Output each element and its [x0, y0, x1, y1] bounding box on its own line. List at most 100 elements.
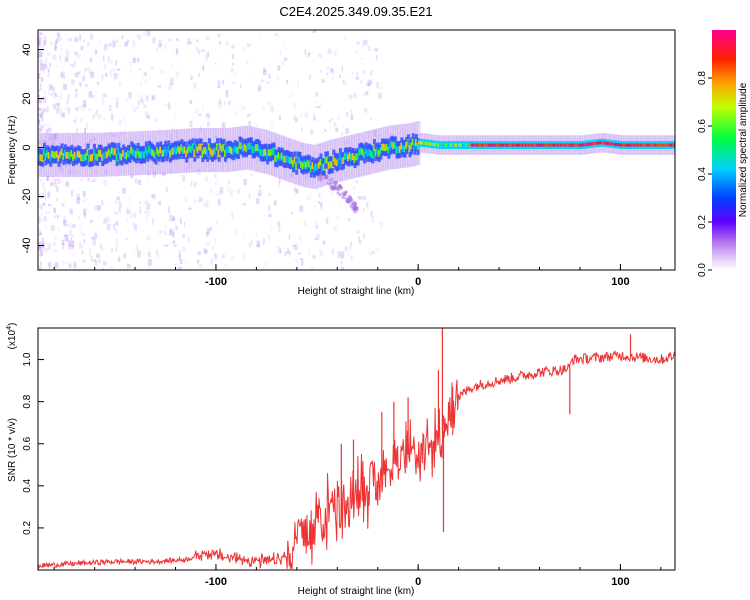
ridge-hot — [460, 143, 464, 147]
ridge-hot — [633, 143, 637, 147]
ridge-hot — [654, 143, 658, 147]
ridge-hot — [46, 150, 50, 158]
noise-speckle — [231, 212, 233, 219]
noise-speckle — [115, 237, 119, 245]
noise-speckle — [48, 89, 50, 95]
noise-speckle — [102, 116, 106, 120]
noise-speckle — [274, 33, 279, 37]
noise-speckle — [326, 67, 329, 70]
noise-speckle — [115, 220, 119, 226]
ridge-hot — [190, 146, 194, 153]
noise-speckle — [115, 97, 119, 104]
noise-speckle — [270, 224, 273, 232]
x-tick-label: 100 — [611, 576, 629, 588]
ridge-hot — [303, 160, 307, 168]
noise-speckle — [145, 79, 147, 83]
ridge-hot — [355, 153, 359, 161]
ridge-hot — [487, 143, 491, 147]
snr-axes: -100 0 100 0.2 0.4 0.6 0.8 1.0 — [22, 352, 662, 588]
noise-speckle — [256, 240, 260, 247]
noise-speckle — [92, 137, 96, 141]
noise-speckle — [168, 83, 172, 90]
ridge-hot — [361, 148, 365, 156]
noise-speckle — [208, 115, 210, 119]
ridge-hot — [491, 143, 494, 147]
noise-speckle — [113, 72, 118, 80]
ridge-hot — [657, 143, 661, 147]
ridge-hot — [245, 145, 249, 153]
noise-speckle — [132, 212, 137, 218]
noise-speckle — [205, 176, 208, 182]
ridge-hot — [618, 143, 622, 147]
noise-speckle — [53, 208, 56, 214]
noise-speckle — [158, 201, 162, 206]
tail-speckle — [331, 185, 335, 189]
noise-speckle — [206, 121, 211, 127]
ridge-hot — [316, 163, 320, 171]
ridge-hot — [558, 143, 562, 147]
noise-speckle — [268, 213, 272, 218]
noise-speckle — [271, 122, 273, 130]
noise-speckle — [87, 177, 90, 182]
noise-speckle — [59, 73, 63, 78]
ridge-hot — [130, 146, 134, 154]
noise-speckle — [315, 221, 317, 228]
ridge-hot — [520, 143, 524, 147]
noise-speckle — [116, 196, 121, 201]
noise-speckle — [38, 120, 41, 126]
noise-speckle — [117, 256, 121, 262]
noise-speckle — [316, 224, 318, 230]
noise-speckle — [373, 130, 377, 137]
noise-speckle — [343, 82, 347, 86]
noise-speckle — [91, 179, 94, 183]
noise-speckle — [71, 190, 73, 197]
ridge-hot — [314, 163, 318, 171]
noise-speckle — [190, 181, 193, 187]
noise-speckle — [39, 231, 42, 235]
noise-speckle — [322, 240, 326, 245]
noise-speckle — [82, 100, 87, 107]
ridge-hot — [534, 143, 538, 147]
noise-speckle — [67, 141, 71, 144]
noise-speckle — [40, 261, 42, 266]
noise-speckle — [352, 92, 357, 99]
noise-speckle — [109, 105, 112, 111]
noise-speckle — [54, 46, 57, 51]
ridge-hot — [164, 146, 168, 153]
ridge-hot — [118, 152, 122, 160]
noise-speckle — [147, 114, 151, 120]
noise-speckle — [197, 259, 200, 264]
ridge-hot — [251, 146, 255, 154]
noise-speckle — [52, 86, 56, 94]
noise-speckle — [163, 43, 167, 51]
ridge-hot — [96, 153, 100, 161]
noise-speckle — [217, 80, 221, 86]
ridge-hot — [240, 142, 244, 150]
ridge-hot — [249, 142, 253, 150]
noise-speckle — [209, 188, 213, 194]
ridge-hot — [93, 148, 96, 156]
noise-speckle — [111, 133, 115, 137]
noise-speckle — [38, 39, 42, 46]
ridge-hot — [554, 143, 558, 147]
ridge-hot — [350, 153, 354, 161]
y-tick-label: 0 — [21, 144, 33, 150]
noise-speckle — [58, 142, 60, 149]
noise-speckle — [60, 113, 65, 117]
noise-speckle — [40, 166, 45, 170]
noise-speckle — [38, 33, 41, 39]
noise-speckle — [75, 107, 79, 111]
noise-speckle — [188, 41, 192, 44]
ridge-hot — [206, 149, 210, 157]
noise-speckle — [108, 56, 110, 63]
noise-speckle — [188, 162, 192, 169]
ridge-hot — [180, 144, 184, 152]
ridge-hot — [494, 143, 498, 147]
noise-speckle — [48, 133, 52, 141]
noise-speckle — [189, 120, 193, 128]
ridge-hot — [311, 162, 315, 170]
noise-speckle — [55, 38, 59, 42]
noise-speckle — [185, 259, 187, 265]
ridge-hot — [641, 143, 645, 147]
ridge-hot — [623, 143, 627, 147]
